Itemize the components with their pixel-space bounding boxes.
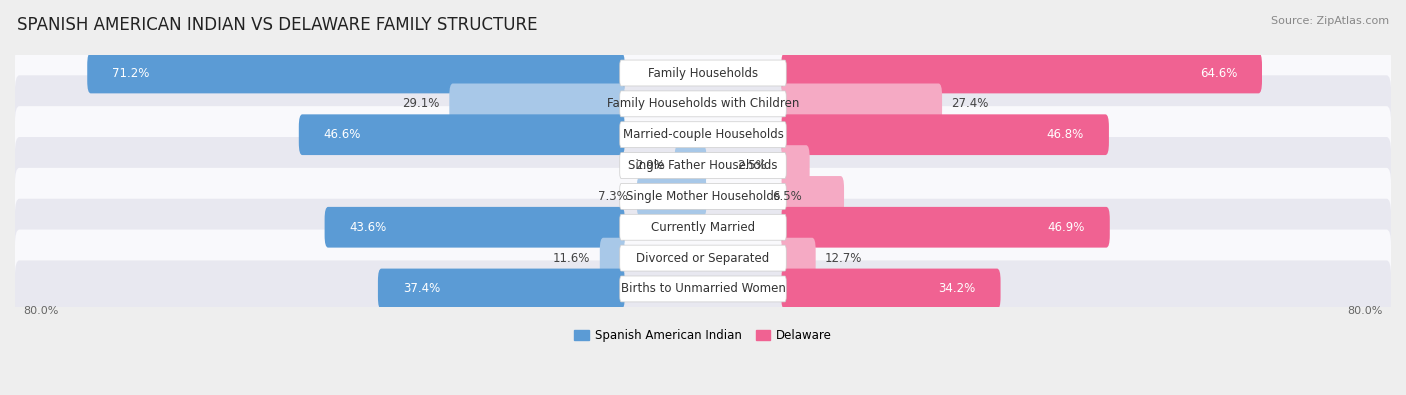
Text: SPANISH AMERICAN INDIAN VS DELAWARE FAMILY STRUCTURE: SPANISH AMERICAN INDIAN VS DELAWARE FAMI… (17, 16, 537, 34)
Text: 29.1%: 29.1% (402, 97, 440, 110)
Text: 2.9%: 2.9% (636, 159, 665, 172)
Text: 7.3%: 7.3% (598, 190, 627, 203)
FancyBboxPatch shape (378, 269, 624, 309)
FancyBboxPatch shape (15, 168, 1391, 225)
Text: Family Households: Family Households (648, 66, 758, 79)
Text: Source: ZipAtlas.com: Source: ZipAtlas.com (1271, 16, 1389, 26)
FancyBboxPatch shape (620, 91, 786, 117)
Text: 71.2%: 71.2% (112, 66, 149, 79)
FancyBboxPatch shape (15, 75, 1391, 132)
Text: Married-couple Households: Married-couple Households (623, 128, 783, 141)
FancyBboxPatch shape (782, 114, 1109, 155)
Text: 12.7%: 12.7% (825, 252, 862, 265)
Text: 46.6%: 46.6% (323, 128, 361, 141)
Text: 80.0%: 80.0% (24, 306, 59, 316)
Text: 43.6%: 43.6% (350, 221, 387, 234)
Text: Births to Unmarried Women: Births to Unmarried Women (620, 282, 786, 295)
Text: Single Mother Households: Single Mother Households (626, 190, 780, 203)
Text: 6.5%: 6.5% (772, 190, 801, 203)
FancyBboxPatch shape (782, 269, 1001, 309)
Text: 34.2%: 34.2% (938, 282, 976, 295)
FancyBboxPatch shape (15, 106, 1391, 163)
Text: 64.6%: 64.6% (1199, 66, 1237, 79)
FancyBboxPatch shape (620, 245, 786, 271)
FancyBboxPatch shape (600, 238, 624, 278)
FancyBboxPatch shape (782, 238, 815, 278)
Text: 2.5%: 2.5% (737, 159, 768, 172)
FancyBboxPatch shape (782, 53, 1263, 93)
Text: 27.4%: 27.4% (952, 97, 988, 110)
FancyBboxPatch shape (782, 176, 844, 217)
Text: 46.8%: 46.8% (1046, 128, 1084, 141)
FancyBboxPatch shape (15, 199, 1391, 256)
FancyBboxPatch shape (620, 60, 786, 86)
FancyBboxPatch shape (15, 260, 1391, 318)
Text: 11.6%: 11.6% (553, 252, 591, 265)
Text: Divorced or Separated: Divorced or Separated (637, 252, 769, 265)
FancyBboxPatch shape (620, 152, 786, 179)
Legend: Spanish American Indian, Delaware: Spanish American Indian, Delaware (569, 325, 837, 347)
FancyBboxPatch shape (782, 83, 942, 124)
FancyBboxPatch shape (15, 229, 1391, 287)
FancyBboxPatch shape (782, 207, 1109, 248)
FancyBboxPatch shape (675, 145, 706, 186)
FancyBboxPatch shape (325, 207, 624, 248)
Text: 37.4%: 37.4% (404, 282, 440, 295)
Text: Single Father Households: Single Father Households (628, 159, 778, 172)
Text: Currently Married: Currently Married (651, 221, 755, 234)
FancyBboxPatch shape (782, 145, 810, 186)
FancyBboxPatch shape (637, 176, 706, 217)
FancyBboxPatch shape (620, 276, 786, 302)
Text: Family Households with Children: Family Households with Children (607, 97, 799, 110)
Text: 46.9%: 46.9% (1047, 221, 1085, 234)
FancyBboxPatch shape (15, 45, 1391, 102)
Text: 80.0%: 80.0% (1347, 306, 1382, 316)
FancyBboxPatch shape (620, 122, 786, 148)
FancyBboxPatch shape (299, 114, 624, 155)
FancyBboxPatch shape (620, 214, 786, 240)
FancyBboxPatch shape (450, 83, 624, 124)
FancyBboxPatch shape (15, 137, 1391, 194)
FancyBboxPatch shape (620, 183, 786, 209)
FancyBboxPatch shape (87, 53, 624, 93)
